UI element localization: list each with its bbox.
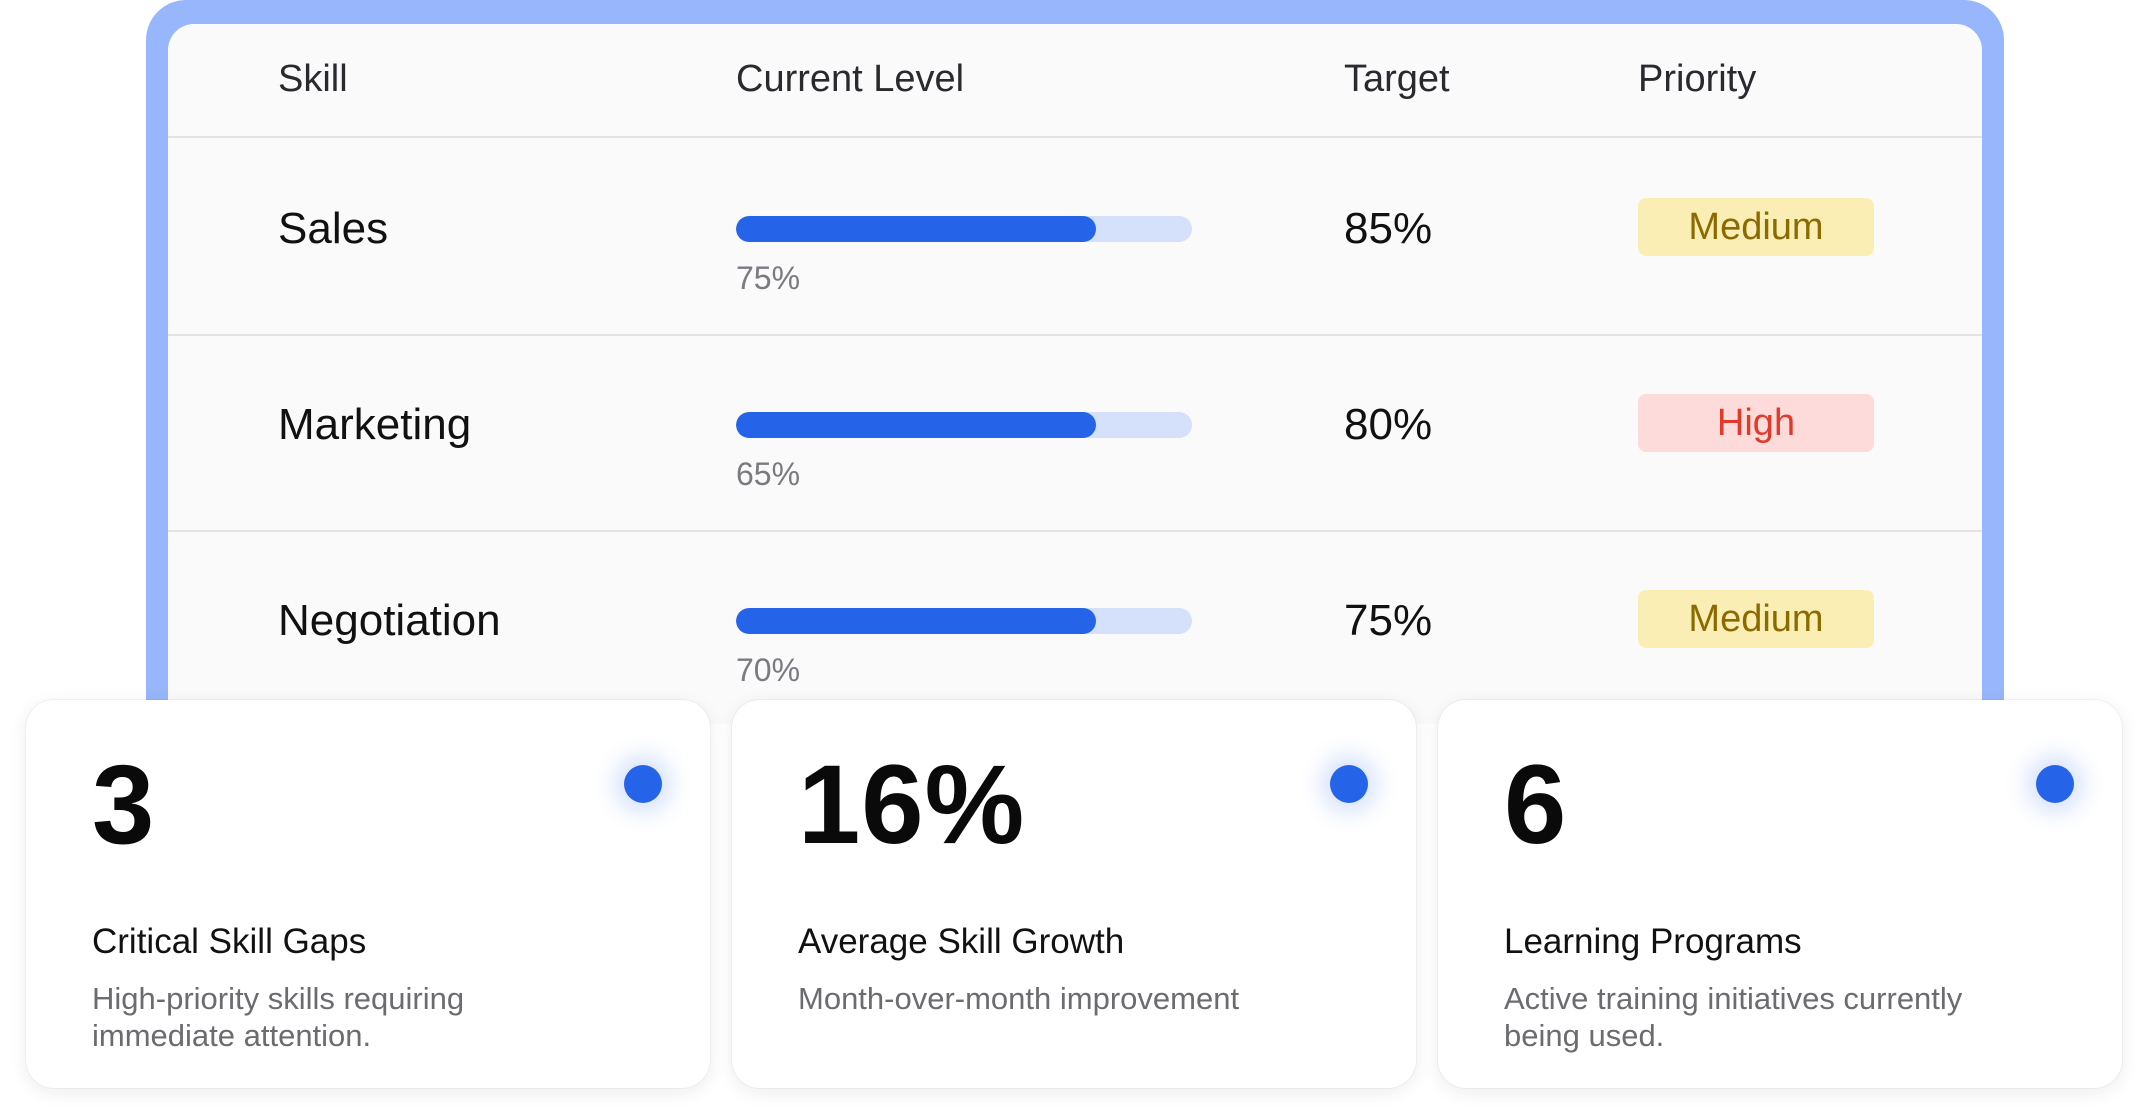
level-percent: 65% (736, 456, 801, 492)
level-progress-fill (736, 216, 1097, 242)
level-progress-bar (736, 216, 1192, 242)
stat-description: Active training initiatives currently be… (1504, 981, 1963, 1053)
level-progress-fill (736, 608, 1097, 634)
stat-card-critical-skill-gaps[interactable]: 3 Critical Skill Gaps High-priority skil… (26, 700, 710, 1088)
stat-title: Critical Skill Gaps (92, 922, 367, 961)
level-progress-bar (736, 608, 1192, 634)
priority-badge: Medium (1638, 590, 1874, 648)
skills-table: Skill Current Level Target Priority Sale… (168, 24, 1982, 724)
target-value: 75% (1344, 596, 1433, 645)
table-row[interactable]: Negotiation 70% 75% Medium (168, 530, 1982, 724)
status-dot-icon (624, 765, 662, 803)
stat-value: 3 (92, 742, 156, 867)
table-row[interactable]: Sales 75% 85% Medium (168, 138, 1982, 336)
status-dot-icon (2036, 765, 2074, 803)
stat-value: 16% (798, 742, 1026, 867)
skill-name: Negotiation (278, 596, 501, 645)
level-progress-bar (736, 412, 1192, 438)
level-percent: 75% (736, 260, 801, 296)
target-value: 80% (1344, 400, 1433, 449)
stat-title: Average Skill Growth (798, 922, 1125, 961)
stat-description: High-priority skills requiring immediate… (92, 981, 465, 1053)
skill-name: Sales (278, 204, 389, 253)
column-header-target[interactable]: Target (1344, 58, 1450, 100)
table-row[interactable]: Marketing 65% 80% High (168, 334, 1982, 532)
priority-badge: High (1638, 394, 1874, 452)
stat-value: 6 (1504, 742, 1568, 867)
stat-title: Learning Programs (1504, 922, 1802, 961)
status-dot-icon (1330, 765, 1368, 803)
column-header-skill[interactable]: Skill (278, 58, 348, 100)
stat-card-average-skill-growth[interactable]: 16% Average Skill Growth Month-over-mont… (732, 700, 1416, 1088)
table-header: Skill Current Level Target Priority (168, 24, 1982, 138)
stat-card-learning-programs[interactable]: 6 Learning Programs Active training init… (1438, 700, 2122, 1088)
column-header-priority[interactable]: Priority (1638, 58, 1757, 100)
column-header-current-level[interactable]: Current Level (736, 58, 965, 100)
level-percent: 70% (736, 652, 801, 688)
level-progress-fill (736, 412, 1097, 438)
priority-badge: Medium (1638, 198, 1874, 256)
target-value: 85% (1344, 204, 1433, 253)
stat-description: Month-over-month improvement (798, 981, 1240, 1016)
skill-name: Marketing (278, 400, 472, 449)
